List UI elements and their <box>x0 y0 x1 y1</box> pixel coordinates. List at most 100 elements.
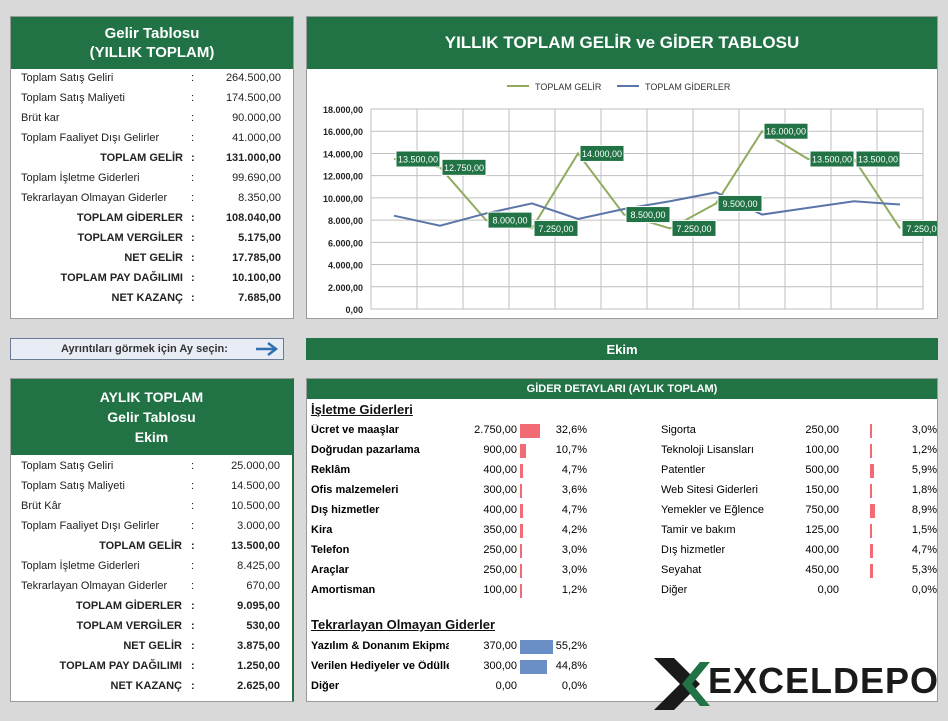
line-chart: 18.000,00 16.000,00 14.000,00 12.000,00 10.0… <box>323 82 937 318</box>
x-tick-label: Haziran <box>608 317 641 318</box>
data-label-box <box>625 206 671 224</box>
expense-name: Diğer <box>661 584 688 596</box>
data-label: 13.500,00 <box>398 155 438 165</box>
data-label: 12.750,00 <box>444 163 484 173</box>
row-value: 14.500,00 <box>231 480 280 492</box>
expense-item: Doğrudan pazarlama 900,00 10,7% <box>307 441 607 461</box>
row-value: 9.095,00 <box>237 600 280 612</box>
income-row: Toplam Faaliyet Dışı Gelirler: 41.000,00 <box>11 129 293 149</box>
row-value: 264.500,00 <box>225 72 281 84</box>
row-value: 41.000,00 <box>232 132 281 144</box>
row-colon: : <box>191 292 195 304</box>
chart-panel: YILLIK TOPLAM GELİR ve GİDER TABLOSU 18.… <box>306 16 938 319</box>
row-label: NET KAZANÇ <box>111 292 184 304</box>
row-label: TOPLAM PAY DAĞILIMI <box>59 660 182 672</box>
expense-percent: 3,0% <box>911 424 937 436</box>
income-row: Brüt kar: 90.000,00 <box>11 109 293 129</box>
expense-item: Seyahat 450,00 5,3% <box>657 561 937 581</box>
expense-item: Kira 350,00 4,2% <box>307 521 607 541</box>
row-value: 90.000,00 <box>232 112 281 124</box>
row-colon: : <box>191 480 195 492</box>
x-tick-label: Eylül <box>751 317 773 318</box>
expense-amount: 150,00 <box>805 484 839 496</box>
expense-name: Patentler <box>661 464 706 476</box>
expense-amount: 250,00 <box>483 564 517 576</box>
expense-item: Teknoloji Lisansları 100,00 1,2% <box>657 441 937 461</box>
data-label-box <box>855 150 901 168</box>
total-row: TOPLAM VERGİLER: 530,00 <box>11 617 292 637</box>
row-colon: : <box>191 500 195 512</box>
income-row: Tekrarlayan Olmayan Giderler: 670,00 <box>11 577 292 597</box>
expense-item: Ücret ve maaşlar 2.750,00 32,6% <box>307 421 607 441</box>
row-value: 174.500,00 <box>225 92 281 104</box>
row-value: 530,00 <box>246 620 280 632</box>
total-row: TOPLAM GELİR: 131.000,00 <box>11 149 293 169</box>
row-colon: : <box>191 660 195 672</box>
expense-amount: 350,00 <box>483 524 517 536</box>
row-label: TOPLAM PAY DAĞILIMI <box>60 272 183 284</box>
data-label-box <box>441 158 487 176</box>
x-tick-label: Şubat <box>427 317 452 318</box>
expense-name: Ofis malzemeleri <box>311 484 399 496</box>
row-value: 3.875,00 <box>237 640 280 652</box>
expense-amount: 100,00 <box>805 444 839 456</box>
income-row: Toplam Faaliyet Dışı Gelirler: 3.000,00 <box>11 517 292 537</box>
exceldepo-logo: EXCELDEPO <box>652 654 942 714</box>
expense-name: Araçlar <box>311 564 349 576</box>
row-colon: : <box>191 172 195 184</box>
row-label: Toplam Satış Geliri <box>21 460 114 472</box>
row-label: Toplam Satış Maliyeti <box>21 92 125 104</box>
row-label: Toplam İşletme Giderleri <box>21 560 140 572</box>
expense-bar <box>520 424 540 438</box>
expense-bar <box>870 564 873 578</box>
row-value: 10.500,00 <box>231 500 280 512</box>
expense-bar <box>520 464 523 478</box>
row-label: Tekrarlayan Olmayan Giderler <box>21 192 168 204</box>
row-label: Toplam Faaliyet Dışı Gelirler <box>21 520 160 532</box>
expense-name: Yazılım & Donanım Ekipmanları <box>311 640 449 652</box>
expense-detail-panel: GİDER DETAYLARI (AYLIK TOPLAM) İşletme G… <box>306 378 938 702</box>
x-tick-label: Nisan <box>520 317 545 318</box>
total-row: TOPLAM GİDERLER: 108.040,00 <box>11 209 293 229</box>
expense-percent: 1,5% <box>911 524 937 536</box>
expense-percent: 1,8% <box>911 484 937 496</box>
monthly-title: AYLIK TOPLAM <box>99 389 204 405</box>
expense-percent: 4,7% <box>561 464 587 476</box>
expense-amount: 0,00 <box>495 680 517 692</box>
expense-bar <box>870 444 872 458</box>
data-label-box <box>533 219 579 237</box>
row-value: 3.000,00 <box>237 520 280 532</box>
data-label: 7.250,00 <box>676 224 711 234</box>
row-label: Brüt Kâr <box>21 500 62 512</box>
row-value: 1.250,00 <box>237 660 280 672</box>
y-tick-label: 2.000,00 <box>328 283 363 293</box>
row-colon: : <box>191 640 195 652</box>
expense-percent: 32,6% <box>555 424 587 436</box>
expense-item: Amortisman 100,00 1,2% <box>307 581 607 601</box>
expense-percent: 3,0% <box>561 544 587 556</box>
expense-name: Diğer <box>311 680 340 692</box>
expense-item: Yazılım & Donanım Ekipmanları 370,00 55,2% <box>307 637 607 657</box>
expense-bar <box>520 544 522 558</box>
row-label: TOPLAM VERGİLER <box>77 232 183 244</box>
selected-month-dropdown[interactable]: Ekim <box>306 338 938 360</box>
expense-bar <box>520 584 522 598</box>
expense-amount: 400,00 <box>805 544 839 556</box>
y-tick-label: 6.000,00 <box>328 238 363 248</box>
expense-percent: 8,9% <box>911 504 937 516</box>
expense-name: Sigorta <box>661 424 696 436</box>
x-tick-label: Mart <box>476 317 495 318</box>
annual-subtitle: (YILLIK TOPLAM) <box>89 44 215 61</box>
row-colon: : <box>191 192 195 204</box>
income-row: Toplam Satış Geliri: 25.000,00 <box>11 457 292 477</box>
x-tick-label: Mayıs <box>565 317 590 318</box>
monthly-income-panel: AYLIK TOPLAM Gelir Tablosu Ekim Toplam S… <box>10 378 294 702</box>
expense-name: Dış hizmetler <box>311 504 380 516</box>
expense-percent: 0,0% <box>911 584 937 596</box>
total-row: TOPLAM GELİR: 13.500,00 <box>11 537 292 557</box>
data-label: 14.000,00 <box>582 149 622 159</box>
total-row: NET GELİR: 3.875,00 <box>11 637 292 657</box>
data-label: 8.500,00 <box>630 210 665 220</box>
row-value: 5.175,00 <box>238 232 281 244</box>
expense-percent: 3,0% <box>561 564 587 576</box>
